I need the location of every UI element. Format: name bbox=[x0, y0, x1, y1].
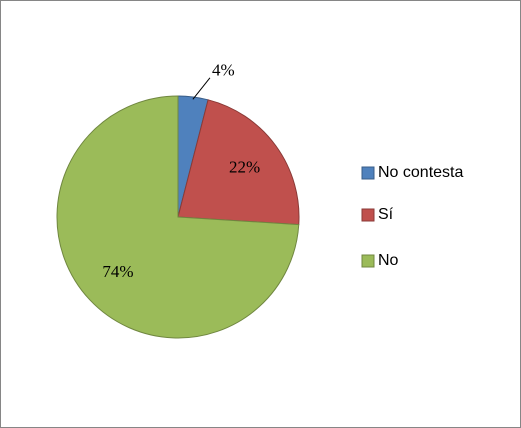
data-label: 22% bbox=[229, 158, 260, 177]
data-label: 74% bbox=[102, 262, 133, 281]
legend-swatch bbox=[361, 254, 375, 268]
legend-label: No bbox=[378, 252, 399, 269]
pie-slice bbox=[177, 99, 300, 226]
legend-swatch bbox=[361, 166, 375, 180]
legend-swatch bbox=[361, 208, 375, 222]
legend-label: Sí bbox=[378, 206, 394, 223]
pie-slice bbox=[56, 95, 300, 339]
leader-line bbox=[192, 77, 211, 100]
legend-label: No contesta bbox=[378, 164, 463, 181]
data-label: 4% bbox=[212, 61, 235, 80]
